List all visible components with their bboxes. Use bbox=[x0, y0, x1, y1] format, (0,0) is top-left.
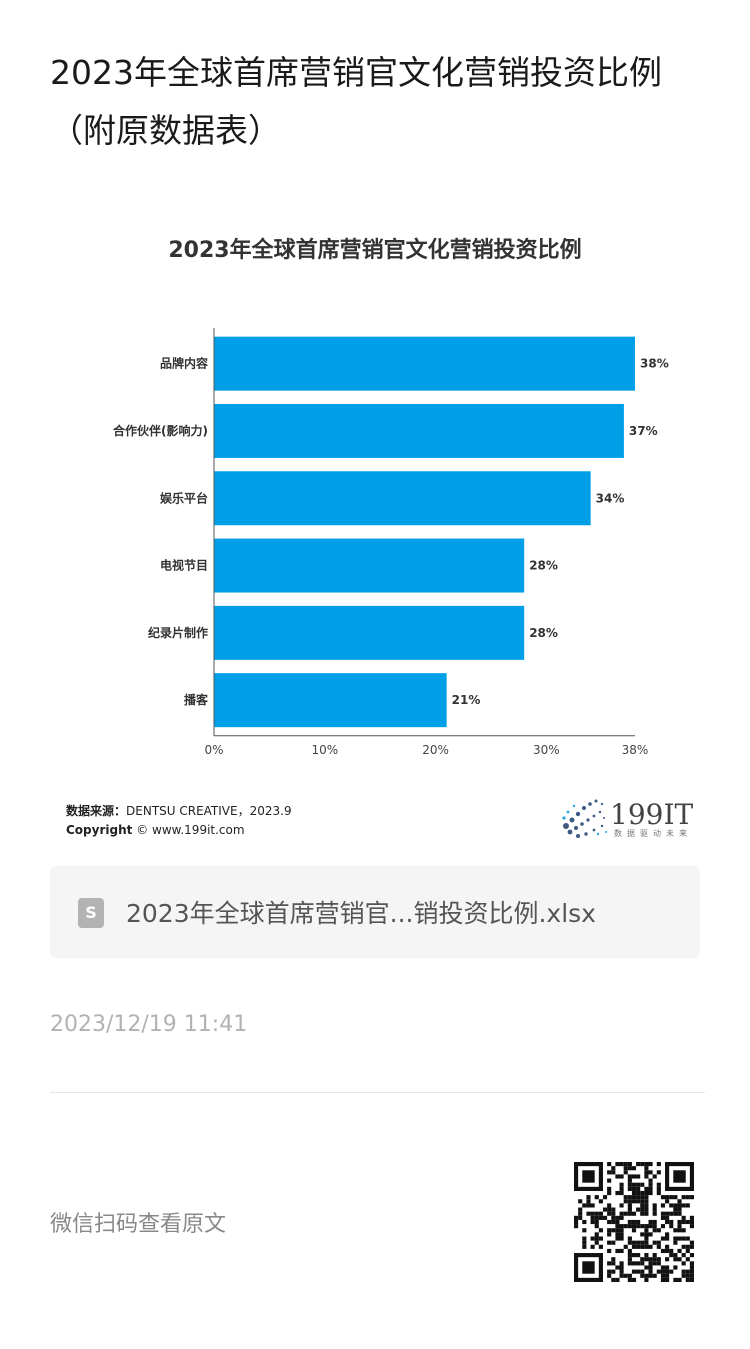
file-icon-letter: S bbox=[85, 903, 97, 922]
bar bbox=[214, 605, 525, 660]
x-tick-label: 0% bbox=[204, 743, 223, 757]
category-label: 播客 bbox=[184, 692, 209, 707]
bar bbox=[214, 403, 624, 458]
attachment-filename[interactable]: 2023年全球首席营销官...销投资比例.xlsx bbox=[126, 899, 596, 928]
value-label: 21% bbox=[452, 693, 481, 707]
copyright-label: Copyright bbox=[66, 823, 133, 837]
category-label: 娱乐平台 bbox=[160, 490, 208, 505]
logo-text: 199IT bbox=[610, 798, 694, 831]
bar bbox=[214, 538, 525, 593]
copyright: Copyright © www.199it.com bbox=[66, 823, 245, 837]
chart-title: 2023年全球首席营销官文化营销投资比例 bbox=[168, 238, 582, 263]
bar bbox=[214, 673, 447, 728]
publish-timestamp: 2023/12/19 11:41 bbox=[50, 1012, 248, 1037]
divider bbox=[50, 1092, 705, 1093]
value-label: 28% bbox=[529, 626, 558, 640]
logo-slogan: 数据驱动未来 bbox=[614, 829, 692, 838]
x-tick-label: 20% bbox=[422, 743, 449, 757]
bar-chart: 品牌内容 38% 合作伙伴(影响力) 37% 娱乐平台 34% 电视节目 28% 纪录片制作 28… bbox=[113, 328, 669, 757]
spreadsheet-file-icon: S bbox=[78, 898, 104, 928]
attachment-card[interactable]: S 2023年全球首席营销官...销投资比例.xlsx bbox=[50, 866, 700, 958]
scan-to-view-text: 微信扫码查看原文 bbox=[50, 1212, 227, 1237]
bar bbox=[214, 471, 591, 526]
logo-dots-icon bbox=[562, 799, 607, 838]
qr-code-icon[interactable] bbox=[574, 1162, 694, 1282]
data-source: 数据来源：DENTSU CREATIVE，2023.9 bbox=[66, 802, 292, 819]
value-label: 37% bbox=[629, 424, 658, 438]
category-label: 合作伙伴(影响力) bbox=[113, 423, 208, 438]
category-label: 品牌内容 bbox=[160, 356, 208, 371]
source-value: DENTSU CREATIVE，2023.9 bbox=[126, 804, 292, 818]
category-label: 纪录片制作 bbox=[148, 625, 208, 640]
value-label: 38% bbox=[640, 357, 669, 371]
category-label: 电视节目 bbox=[160, 558, 208, 573]
x-tick-label: 30% bbox=[533, 743, 560, 757]
logo-199it: 199IT 数据驱动未来 bbox=[558, 796, 698, 840]
bar bbox=[214, 336, 635, 391]
source-label: 数据来源： bbox=[66, 804, 127, 818]
value-label: 34% bbox=[596, 491, 625, 505]
x-tick-label: 38% bbox=[622, 743, 649, 757]
value-label: 28% bbox=[529, 559, 558, 573]
article-title: 2023年全球首席营销官文化营销投资比例（附原数据表） bbox=[50, 53, 662, 150]
copyright-value: © www.199it.com bbox=[136, 823, 245, 837]
x-tick-label: 10% bbox=[311, 743, 338, 757]
chart-image: 2023年全球首席营销官文化营销投资比例 品牌内容 38% 合作伙伴(影响力) 37%… bbox=[50, 210, 700, 850]
